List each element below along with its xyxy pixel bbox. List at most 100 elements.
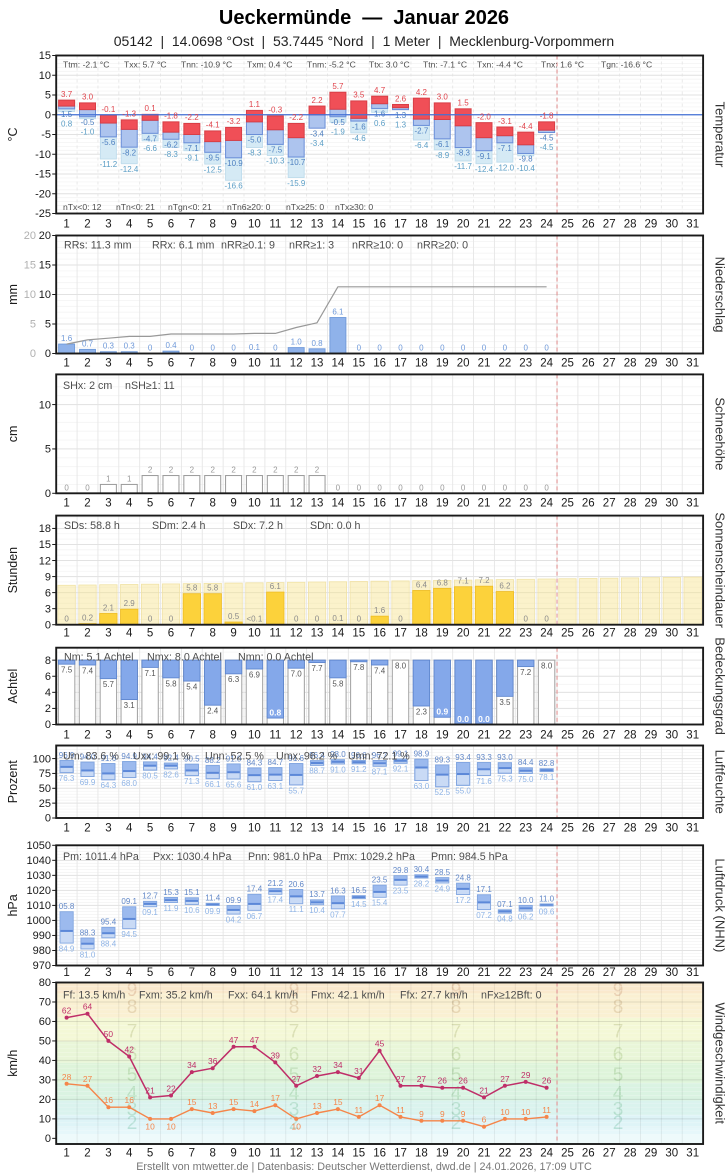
svg-text:0: 0 bbox=[398, 344, 403, 353]
svg-text:Txn: -4.4 °C: Txn: -4.4 °C bbox=[477, 59, 523, 69]
svg-text:20.6: 20.6 bbox=[288, 880, 304, 889]
svg-text:Pm: 1011.4 hPa: Pm: 1011.4 hPa bbox=[63, 851, 139, 863]
svg-text:20: 20 bbox=[24, 230, 36, 242]
svg-text:25: 25 bbox=[561, 822, 574, 834]
svg-text:-0.1: -0.1 bbox=[102, 105, 116, 114]
svg-text:20: 20 bbox=[457, 729, 470, 741]
svg-text:4.2: 4.2 bbox=[416, 88, 428, 97]
svg-text:62: 62 bbox=[62, 1006, 72, 1016]
svg-text:26: 26 bbox=[458, 1076, 468, 1086]
svg-text:28.2: 28.2 bbox=[414, 880, 430, 889]
svg-text:Schneehöhe: Schneehöhe bbox=[712, 397, 727, 470]
svg-text:9: 9 bbox=[230, 729, 236, 741]
svg-text:1: 1 bbox=[63, 357, 69, 369]
svg-text:8.0: 8.0 bbox=[395, 662, 407, 671]
svg-text:Tnn: -10.9 °C: Tnn: -10.9 °C bbox=[181, 59, 232, 69]
svg-text:1: 1 bbox=[63, 822, 69, 834]
svg-text:5: 5 bbox=[30, 319, 36, 331]
svg-text:14: 14 bbox=[332, 822, 345, 834]
svg-text:17: 17 bbox=[394, 218, 407, 230]
svg-text:-12.5: -12.5 bbox=[204, 165, 223, 174]
svg-text:8: 8 bbox=[209, 497, 215, 509]
svg-text:5: 5 bbox=[147, 967, 153, 979]
svg-text:0.3: 0.3 bbox=[124, 342, 136, 351]
svg-text:10: 10 bbox=[248, 218, 261, 230]
svg-text:2: 2 bbox=[84, 218, 90, 230]
svg-text:0: 0 bbox=[377, 483, 382, 492]
svg-text:-15.9: -15.9 bbox=[287, 179, 306, 188]
svg-text:68.0: 68.0 bbox=[121, 779, 137, 788]
svg-text:11.9: 11.9 bbox=[164, 904, 180, 913]
svg-text:-0.5: -0.5 bbox=[331, 118, 345, 127]
svg-text:31: 31 bbox=[354, 1066, 364, 1076]
svg-text:0: 0 bbox=[85, 483, 90, 492]
svg-text:-0.5: -0.5 bbox=[81, 118, 95, 127]
svg-text:16: 16 bbox=[373, 357, 386, 369]
svg-text:7: 7 bbox=[189, 497, 195, 509]
svg-text:21: 21 bbox=[479, 1085, 489, 1095]
svg-text:30: 30 bbox=[665, 627, 678, 639]
svg-text:5: 5 bbox=[45, 319, 51, 331]
svg-text:Fxx: 64.1 km/h: Fxx: 64.1 km/h bbox=[228, 990, 298, 1002]
svg-text:14: 14 bbox=[332, 627, 345, 639]
svg-text:29: 29 bbox=[645, 497, 658, 509]
svg-text:1.6: 1.6 bbox=[61, 334, 73, 343]
svg-text:29: 29 bbox=[645, 218, 658, 230]
svg-text:°C: °C bbox=[6, 127, 20, 141]
svg-text:0: 0 bbox=[64, 615, 69, 624]
svg-text:11: 11 bbox=[269, 967, 281, 979]
svg-text:30: 30 bbox=[665, 967, 678, 979]
svg-text:5: 5 bbox=[45, 90, 51, 102]
svg-text:2: 2 bbox=[84, 497, 90, 509]
svg-text:0: 0 bbox=[482, 344, 487, 353]
svg-text:23: 23 bbox=[519, 357, 532, 369]
svg-text:15: 15 bbox=[39, 539, 51, 551]
svg-text:24: 24 bbox=[540, 1147, 553, 1159]
svg-text:26: 26 bbox=[582, 729, 595, 741]
svg-text:10: 10 bbox=[39, 399, 51, 411]
svg-text:31: 31 bbox=[686, 357, 699, 369]
svg-text:0.0: 0.0 bbox=[457, 714, 469, 724]
svg-text:18: 18 bbox=[415, 822, 428, 834]
svg-text:30: 30 bbox=[665, 822, 678, 834]
svg-text:22: 22 bbox=[499, 967, 512, 979]
svg-text:5.8: 5.8 bbox=[165, 679, 177, 688]
svg-text:7.2: 7.2 bbox=[478, 576, 490, 585]
svg-text:1.0: 1.0 bbox=[291, 338, 303, 347]
svg-text:4: 4 bbox=[126, 627, 133, 639]
svg-text:27: 27 bbox=[603, 627, 616, 639]
svg-text:9: 9 bbox=[451, 980, 462, 1001]
svg-text:25: 25 bbox=[39, 798, 51, 810]
svg-text:8: 8 bbox=[127, 997, 138, 1018]
svg-text:29: 29 bbox=[645, 822, 658, 834]
svg-text:1: 1 bbox=[127, 474, 132, 483]
svg-text:25: 25 bbox=[561, 1147, 574, 1159]
svg-text:14.5: 14.5 bbox=[351, 900, 367, 909]
svg-text:18: 18 bbox=[415, 1147, 428, 1159]
svg-text:20: 20 bbox=[457, 822, 470, 834]
svg-text:15: 15 bbox=[39, 260, 51, 272]
svg-text:18: 18 bbox=[415, 357, 428, 369]
svg-text:1020: 1020 bbox=[27, 885, 51, 897]
svg-text:7: 7 bbox=[189, 218, 195, 230]
svg-text:11.4: 11.4 bbox=[205, 894, 221, 903]
svg-text:7: 7 bbox=[189, 967, 195, 979]
svg-text:-1.8: -1.8 bbox=[164, 112, 178, 121]
svg-text:5: 5 bbox=[147, 1147, 153, 1159]
svg-text:-4.4: -4.4 bbox=[519, 122, 533, 131]
svg-text:14: 14 bbox=[250, 1099, 260, 1109]
svg-text:6.1: 6.1 bbox=[270, 582, 282, 591]
svg-text:9: 9 bbox=[127, 980, 138, 1001]
svg-text:20: 20 bbox=[457, 497, 470, 509]
svg-text:28: 28 bbox=[62, 1072, 72, 1082]
svg-text:0.1: 0.1 bbox=[249, 343, 261, 352]
svg-text:5: 5 bbox=[289, 1065, 300, 1086]
svg-text:20: 20 bbox=[39, 1094, 51, 1106]
svg-text:0: 0 bbox=[440, 344, 445, 353]
svg-text:09.1: 09.1 bbox=[121, 897, 137, 906]
svg-text:3.5: 3.5 bbox=[353, 91, 365, 100]
svg-text:Ueckermünde — Januar 2026: Ueckermünde — Januar 2026 bbox=[219, 7, 509, 29]
svg-text:0: 0 bbox=[45, 813, 51, 825]
svg-text:15: 15 bbox=[352, 1147, 365, 1159]
svg-text:10: 10 bbox=[24, 289, 36, 301]
